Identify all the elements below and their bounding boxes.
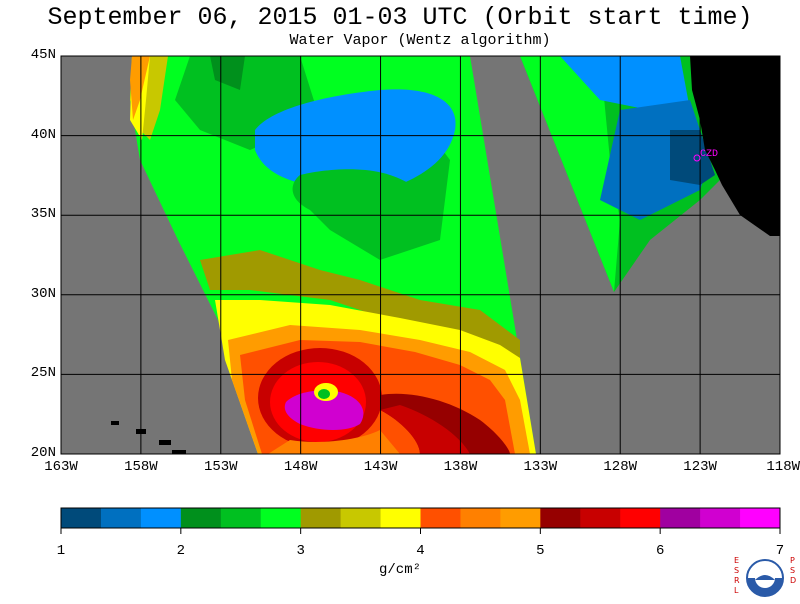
- dry-region-right-coast: [670, 130, 715, 185]
- colorbar-segment: [61, 508, 102, 528]
- lon-label: 163W: [44, 459, 78, 475]
- colorbar-segment: [500, 508, 541, 528]
- hurricane-core: [284, 390, 364, 430]
- swath-band-45: [130, 56, 150, 120]
- colorbar-segment: [340, 508, 382, 528]
- colorbar-segment: [740, 508, 781, 528]
- map-frame: [60, 55, 781, 455]
- colorbar-unit: g/cm²: [378, 562, 421, 578]
- colorbar: [61, 508, 781, 528]
- lon-label: 133W: [523, 459, 558, 475]
- station-marker: [693, 154, 701, 162]
- colorbar-tick-label: 1: [56, 543, 66, 559]
- lon-label: 148W: [283, 459, 318, 475]
- island-kauai: [111, 421, 119, 425]
- colorbar-tick-label: 6: [655, 543, 665, 559]
- colorbar-tick-label: 7: [775, 543, 785, 559]
- island-maui: [159, 440, 171, 445]
- lon-label: 143W: [363, 459, 398, 475]
- colorbar-segment: [180, 508, 222, 528]
- colorbar-tick-label: 4: [416, 543, 425, 559]
- lat-label: 20N: [30, 445, 56, 461]
- rainband-outer: [380, 393, 510, 454]
- colorbar-tick-label: 3: [296, 543, 305, 559]
- colorbar-segment: [300, 508, 342, 528]
- lat-label: 25N: [30, 365, 56, 382]
- colorbar-segment: [700, 508, 741, 528]
- page-subtitle: Water Vapor (Wentz algorithm): [289, 32, 551, 49]
- dry-region-right-upper: [560, 56, 690, 110]
- colorbar-segment: [100, 508, 142, 528]
- map-gridlines: [61, 56, 780, 454]
- island-hawaii: [172, 450, 186, 454]
- lat-label: 45N: [30, 47, 56, 63]
- colorbar-segment: [620, 508, 661, 528]
- colorbar-tick-label: 2: [176, 543, 186, 559]
- colorbar-segment: [220, 508, 262, 528]
- land-area: [690, 56, 780, 236]
- lat-label: 30N: [30, 285, 56, 302]
- swath-band-25: [210, 56, 245, 90]
- colorbar-segment: [540, 508, 581, 528]
- colorbar-segment: [420, 508, 461, 528]
- right-swath-band: [520, 56, 620, 292]
- colorbar-tickmarks: [60, 528, 781, 534]
- lon-label: 128W: [603, 459, 638, 475]
- lat-label: 35N: [30, 206, 56, 223]
- page-title: September 06, 2015 01-03 UTC (Orbit star…: [47, 3, 753, 32]
- colorbar-segment: [580, 508, 621, 528]
- colorbar-segment: [460, 508, 501, 528]
- station-label: CZD: [700, 149, 718, 160]
- lon-label: 158W: [124, 459, 158, 475]
- colorbar-segment: [260, 508, 302, 528]
- lon-label: 123W: [683, 459, 717, 475]
- lon-label: 138W: [443, 459, 478, 475]
- colorbar-segment: [140, 508, 182, 528]
- colorbar-segment: [380, 508, 421, 528]
- lat-label: 40N: [30, 126, 56, 143]
- lon-label: 153W: [203, 459, 238, 475]
- hurricane-eye-center: [318, 389, 330, 399]
- swath-band-green2: [292, 169, 421, 221]
- rainband-inner: [380, 405, 470, 454]
- noaa-logo-icon: [746, 559, 784, 597]
- colorbar-tick-label: 5: [536, 543, 545, 559]
- dry-region-left: [255, 89, 456, 190]
- colorbar-segment: [660, 508, 701, 528]
- lon-label: 118W: [766, 459, 800, 475]
